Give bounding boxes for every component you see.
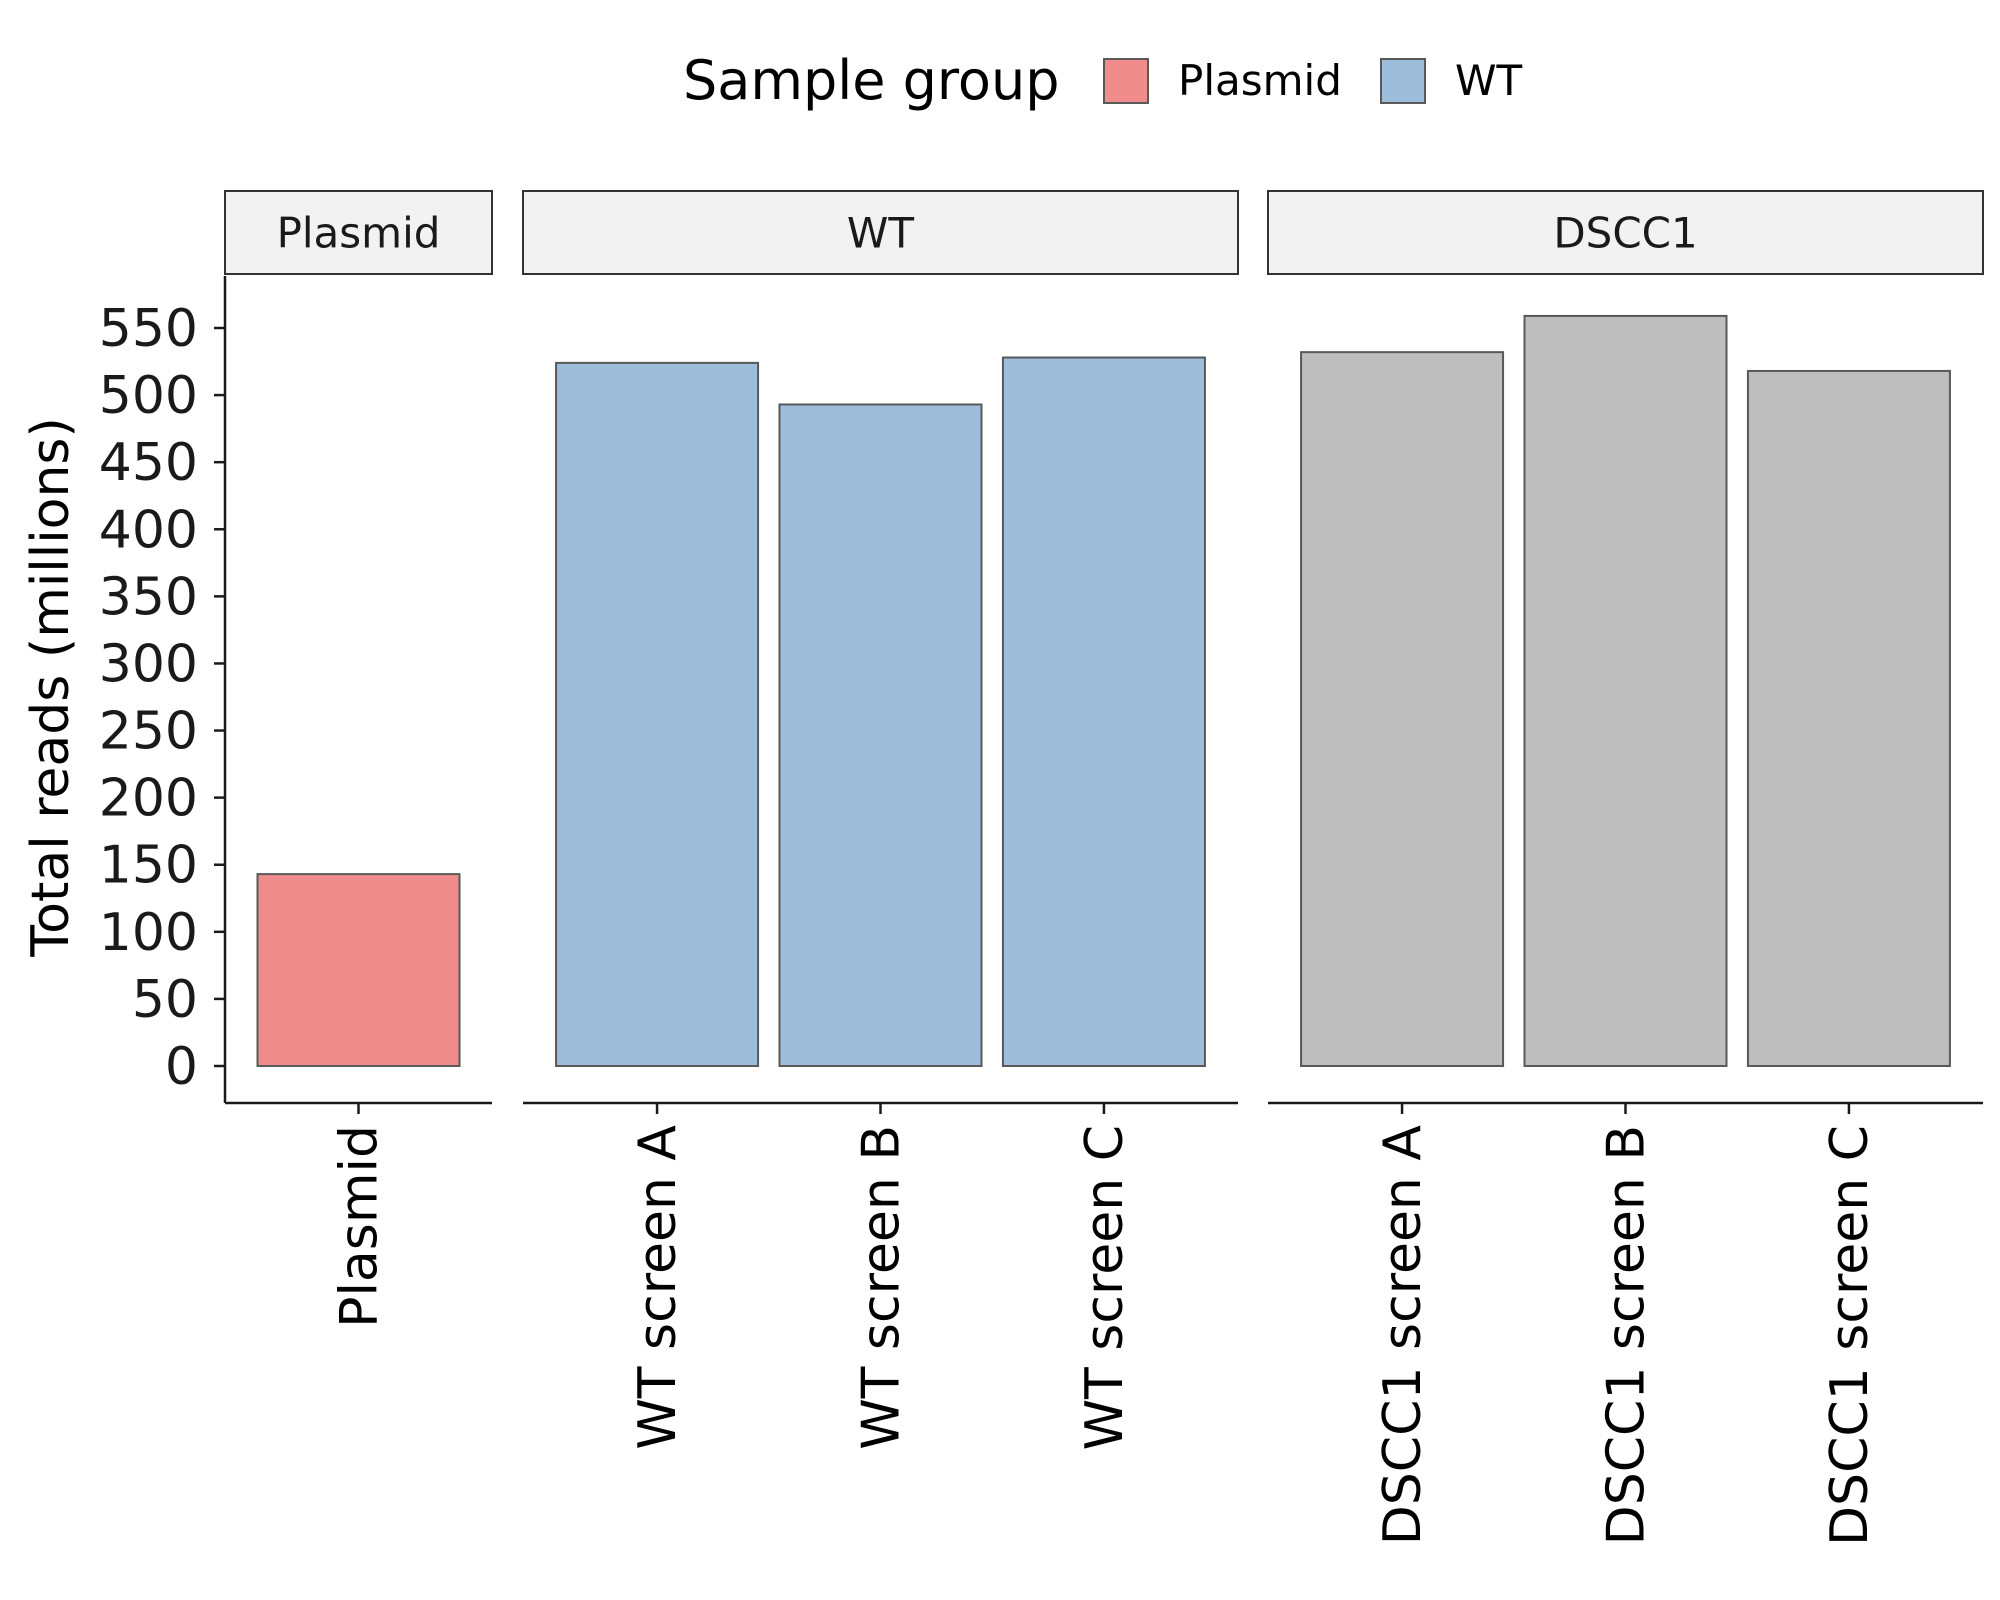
bar-dscc1-screen-c [1746,369,1951,1067]
x-tick-label: DSCC1 screen A [1373,1125,1433,1546]
legend-label-wt: WT [1455,56,1523,105]
facet-wt: WT WT screen A WT screen B WT screen C [522,190,1239,1450]
y-tick-label: 350 [99,567,198,627]
bar-wt-screen-a [555,361,760,1067]
facet-dscc1: DSCC1 DSCC1 screen A DSCC1 screen B DSCC1 s… [1267,190,1984,1546]
bar-plasmid [256,873,461,1067]
bar-dscc1-screen-b [1523,314,1728,1067]
facet-strip-plasmid [224,190,493,275]
y-tick-label: 400 [99,500,198,560]
facet-strip-label: DSCC1 [1553,209,1697,258]
y-tick-label: 550 [99,299,198,359]
y-tick-label: 50 [132,970,198,1030]
x-tick-label: DSCC1 screen C [1820,1125,1880,1546]
bar-dscc1-screen-a [1300,351,1505,1068]
facet-plasmid: Plasmid Plasmid [224,190,493,1328]
x-tick-label: DSCC1 screen B [1597,1125,1657,1545]
legend-title: Sample group [683,49,1059,112]
y-tick-label: 250 [99,702,198,762]
y-tick-label: 0 [165,1037,198,1097]
bar-wt-screen-c [1001,356,1206,1067]
x-tick-label: WT screen B [852,1125,912,1450]
y-tick-label: 150 [99,836,198,896]
facet-strip-dscc1 [1267,190,1984,275]
x-tick-label: WT screen C [1075,1125,1135,1450]
y-axis-title: Total reads (millions) [21,417,81,958]
y-tick-label: 450 [99,433,198,493]
legend-items: Plasmid WT [1103,56,1523,105]
y-tick-label: 300 [99,634,198,694]
y-axis: 0 50 100 150 200 250 300 350 400 450 500 550 [99,276,227,1103]
facet-strip-label: Plasmid [277,209,441,258]
bar-wt-screen-b [778,403,983,1067]
y-tick-label: 200 [99,769,198,829]
y-tick-label: 100 [99,903,198,963]
legend-label-plasmid: Plasmid [1178,56,1342,105]
legend: Sample group Plasmid WT [683,49,1523,112]
facet-strip-wt [522,190,1239,275]
y-tick-label: 500 [99,366,198,426]
x-tick-label: Plasmid [330,1125,390,1328]
legend-swatch-plasmid [1103,58,1149,104]
x-tick-label: WT screen A [628,1125,688,1450]
legend-swatch-wt [1380,58,1426,104]
facet-strip-label: WT [847,209,915,258]
